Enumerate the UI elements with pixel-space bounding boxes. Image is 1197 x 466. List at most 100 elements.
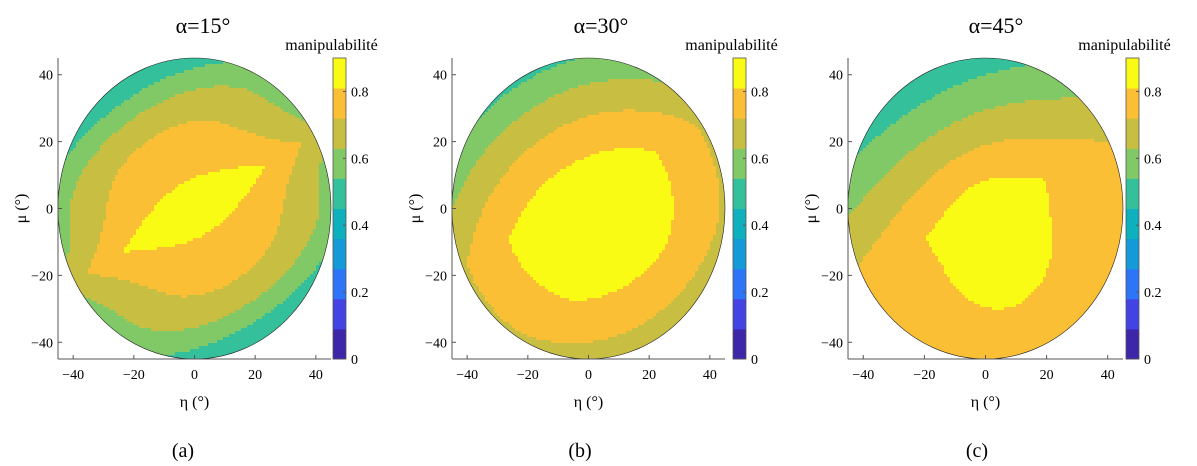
contour-cell [64, 301, 68, 305]
contour-cell [64, 136, 68, 140]
contour-cell [184, 145, 188, 149]
contour-cell [67, 184, 71, 188]
contour-cell [133, 316, 137, 320]
contour-cell [106, 259, 110, 263]
contour-cell [76, 220, 80, 224]
contour-cell [58, 262, 62, 266]
contour-cell [100, 217, 104, 221]
contour-cell [58, 121, 62, 125]
contour-cell [88, 196, 92, 200]
contour-cell [142, 253, 146, 257]
contour-cell [79, 199, 83, 203]
contour-cell [154, 277, 158, 281]
contour-cell [169, 319, 173, 323]
contour-cell [112, 331, 116, 335]
contour-cell [133, 67, 137, 71]
contour-cell [94, 196, 98, 200]
contour-cell [130, 169, 134, 173]
contour-cell [67, 298, 71, 302]
contour-cell [145, 139, 149, 143]
contour-cell [76, 340, 80, 344]
contour-cell [181, 112, 185, 116]
contour-cell [193, 166, 197, 170]
contour-cell [157, 100, 161, 104]
contour-cell [73, 331, 77, 335]
contour-cell [103, 280, 107, 284]
contour-cell [73, 304, 77, 308]
contour-cell [79, 82, 83, 86]
contour-cell [190, 343, 194, 347]
contour-cell [145, 193, 149, 197]
contour-cell [142, 160, 146, 164]
contour-cell [202, 178, 206, 182]
contour-cell [139, 103, 143, 107]
contour-cell [160, 274, 164, 278]
contour-cell [70, 205, 74, 209]
contour-cell [160, 292, 164, 296]
contour-cell [127, 187, 131, 191]
contour-cell [142, 334, 146, 338]
contour-cell [160, 166, 164, 170]
contour-cell [82, 196, 86, 200]
contour-cell [193, 265, 197, 269]
contour-cell [64, 193, 68, 197]
contour-cell [202, 157, 206, 161]
contour-cell [91, 283, 95, 287]
contour-cell [67, 133, 71, 137]
contour-cell [88, 58, 92, 62]
contour-cell [196, 280, 200, 284]
contour-cell [127, 160, 131, 164]
contour-cell [190, 265, 194, 269]
contour-cell [82, 82, 86, 86]
contour-cell [82, 316, 86, 320]
contour-cell [157, 175, 161, 179]
contour-cell [76, 214, 80, 218]
contour-cell [121, 247, 125, 251]
contour-cell [130, 178, 134, 182]
contour-cell [139, 187, 143, 191]
contour-cell [175, 124, 179, 128]
contour-cell [172, 274, 176, 278]
contour-cell [154, 349, 158, 353]
contour-cell [124, 223, 128, 227]
contour-cell [139, 70, 143, 74]
contour-cell [106, 148, 110, 152]
contour-cell [190, 328, 194, 332]
contour-cell [139, 163, 143, 167]
contour-cell [58, 76, 62, 80]
contour-cell [145, 298, 149, 302]
contour-cell [163, 76, 167, 80]
contour-cell [103, 310, 107, 314]
contour-cell [58, 289, 62, 293]
contour-cell [181, 61, 185, 65]
contour-cell [133, 184, 137, 188]
contour-cell [196, 76, 200, 80]
contour-cell [79, 214, 83, 218]
contour-cell [154, 202, 158, 206]
contour-cell [67, 241, 71, 245]
contour-cell [139, 169, 143, 173]
contour-cell [199, 280, 203, 284]
contour-cell [178, 349, 182, 353]
contour-cell [115, 184, 119, 188]
contour-cell [106, 316, 110, 320]
contour-cell [70, 244, 74, 248]
contour-cell [133, 238, 137, 242]
contour-cell [178, 337, 182, 341]
contour-cell [121, 208, 125, 212]
contour-cell [202, 268, 206, 272]
contour-cell [148, 307, 152, 311]
contour-cell [154, 118, 158, 122]
contour-cell [142, 313, 146, 317]
contour-cell [181, 337, 185, 341]
contour-cell [154, 307, 158, 311]
contour-cell [154, 166, 158, 170]
contour-cell [187, 106, 191, 110]
contour-cell [76, 346, 80, 350]
contour-cell [106, 190, 110, 194]
contour-cell [139, 88, 143, 92]
contour-cell [82, 271, 86, 275]
contour-cell [172, 253, 176, 257]
contour-cell [196, 313, 200, 317]
contour-cell [73, 106, 77, 110]
